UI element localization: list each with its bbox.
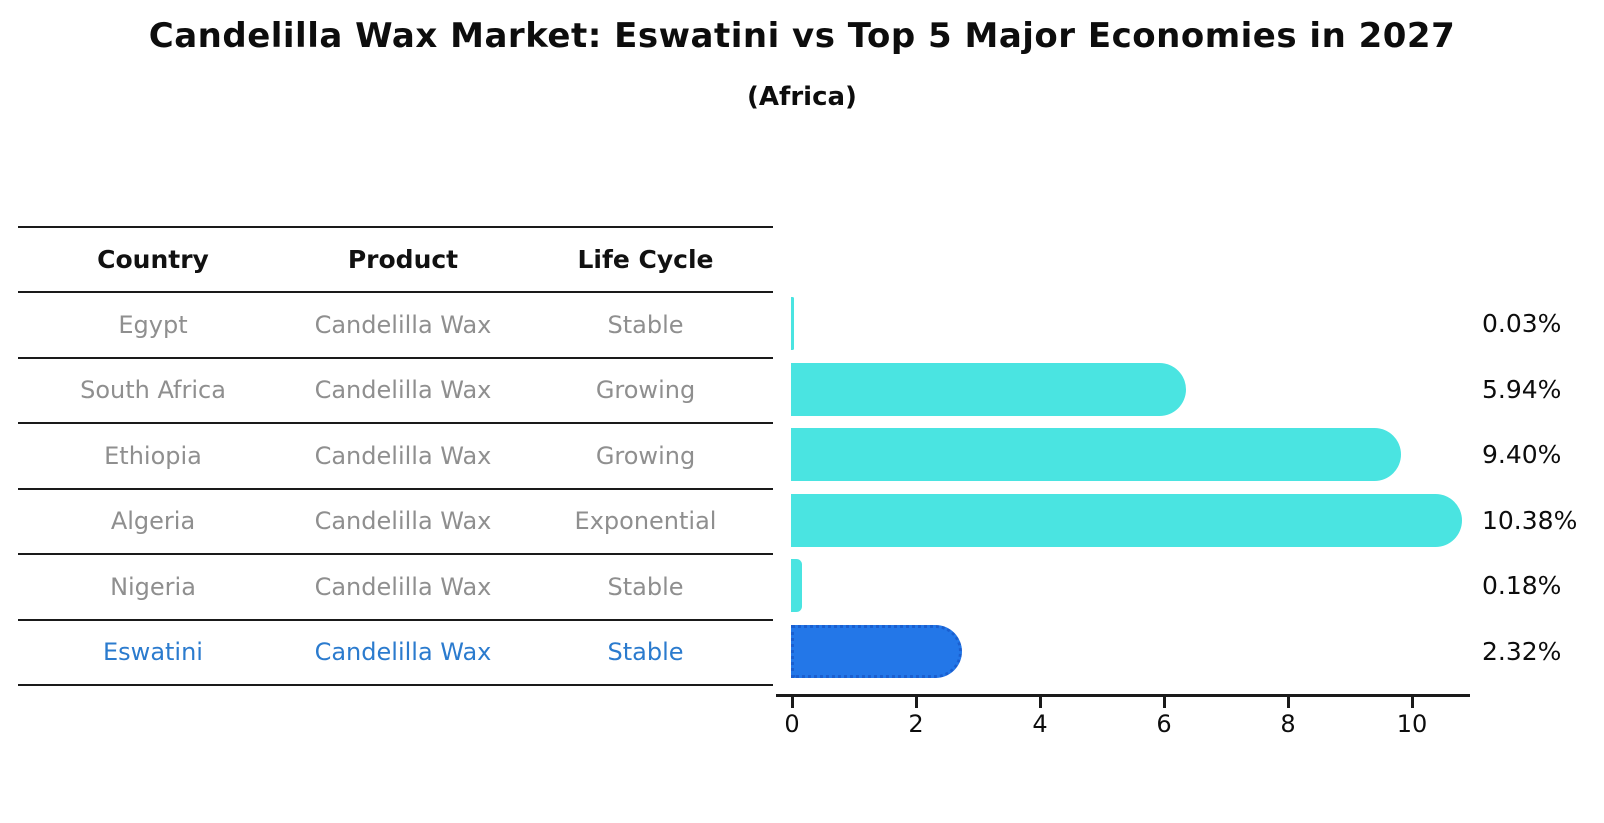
table-cell-product: Candelilla Wax (314, 310, 492, 339)
bar-egypt (791, 297, 794, 350)
bar-row (791, 488, 1491, 554)
table-header-cell: Country (97, 245, 209, 274)
chart-subtitle: (Africa) (747, 82, 857, 112)
x-axis-tick-mark (915, 697, 918, 708)
table-cell-life-cycle: Stable (607, 572, 684, 601)
bar-row (791, 619, 1491, 685)
table-cell-country: Ethiopia (104, 441, 202, 470)
x-axis-tick-mark (1163, 697, 1166, 708)
x-axis-tick-label: 4 (1032, 710, 1048, 738)
bar-row (791, 553, 1491, 619)
bar-value-label: 5.94% (1482, 374, 1562, 404)
bar-row (791, 357, 1491, 423)
table-cell-country: Nigeria (110, 572, 196, 601)
bar-value-label: 2.32% (1482, 636, 1562, 666)
x-axis-tick-mark (1039, 697, 1042, 708)
bar-value-label: 9.40% (1482, 440, 1562, 470)
x-axis-tick-label: 6 (1156, 710, 1172, 738)
chart-title: Candelilla Wax Market: Eswatini vs Top 5… (148, 16, 1456, 56)
table-header-cell: Life Cycle (577, 245, 714, 274)
bar-value-label: 10.38% (1482, 505, 1578, 535)
table-cell-product: Candelilla Wax (314, 376, 492, 405)
table-cell-country: South Africa (80, 376, 226, 405)
table-cell-life-cycle: Stable (607, 310, 684, 339)
table-cell-product: Candelilla Wax (314, 572, 492, 601)
country-table: Country Product Life Cycle Egypt Candelilla … (18, 226, 773, 686)
table-header-row: Country Product Life Cycle (18, 228, 773, 293)
table-cell-product: Candelilla Wax (314, 507, 492, 536)
x-axis-tick-label: 0 (784, 710, 800, 738)
table-cell-life-cycle: Growing (595, 441, 696, 470)
table-row-algeria: Algeria Candelilla Wax Exponential (18, 490, 773, 555)
x-axis-tick-label: 10 (1396, 710, 1428, 738)
x-axis-line (776, 694, 1470, 697)
table-cell-country: Egypt (118, 310, 188, 339)
table-row-nigeria: Nigeria Candelilla Wax Stable (18, 555, 773, 621)
table-row-eswatini: Eswatini Candelilla Wax Stable (18, 621, 773, 686)
x-axis-tick-mark (791, 697, 794, 708)
bar-row (791, 422, 1491, 488)
table-cell-product: Candelilla Wax (314, 638, 492, 667)
table-row-egypt: Egypt Candelilla Wax Stable (18, 293, 773, 359)
bar-value-label: 0.03% (1482, 309, 1562, 339)
bar-algeria (791, 493, 1462, 547)
x-axis-tick-label: 2 (908, 710, 924, 738)
value-labels: 0.03% 5.94% 9.40% 10.38% 0.18% 2.32% (1482, 291, 1602, 684)
table-row-south-africa: South Africa Candelilla Wax Growing (18, 359, 773, 424)
table-cell-life-cycle: Exponential (574, 507, 717, 536)
bar-plot (791, 291, 1491, 684)
table-cell-life-cycle: Growing (595, 376, 696, 405)
bar-nigeria (791, 559, 803, 612)
table-cell-life-cycle: Stable (607, 638, 684, 667)
table-cell-country: Algeria (110, 507, 196, 536)
bar-row (791, 291, 1491, 357)
table-cell-product: Candelilla Wax (314, 441, 492, 470)
bar-eswatini (791, 624, 962, 678)
bar-south-africa (791, 362, 1187, 416)
x-axis-tick-label: 8 (1280, 710, 1296, 738)
table-cell-country: Eswatini (103, 638, 203, 667)
bar-ethiopia (791, 428, 1401, 481)
x-axis-tick-mark (1411, 697, 1414, 708)
x-axis-tick-mark (1287, 697, 1290, 708)
bar-value-label: 0.18% (1482, 571, 1562, 601)
table-header-cell: Product (347, 245, 459, 274)
table-row-ethiopia: Ethiopia Candelilla Wax Growing (18, 424, 773, 490)
